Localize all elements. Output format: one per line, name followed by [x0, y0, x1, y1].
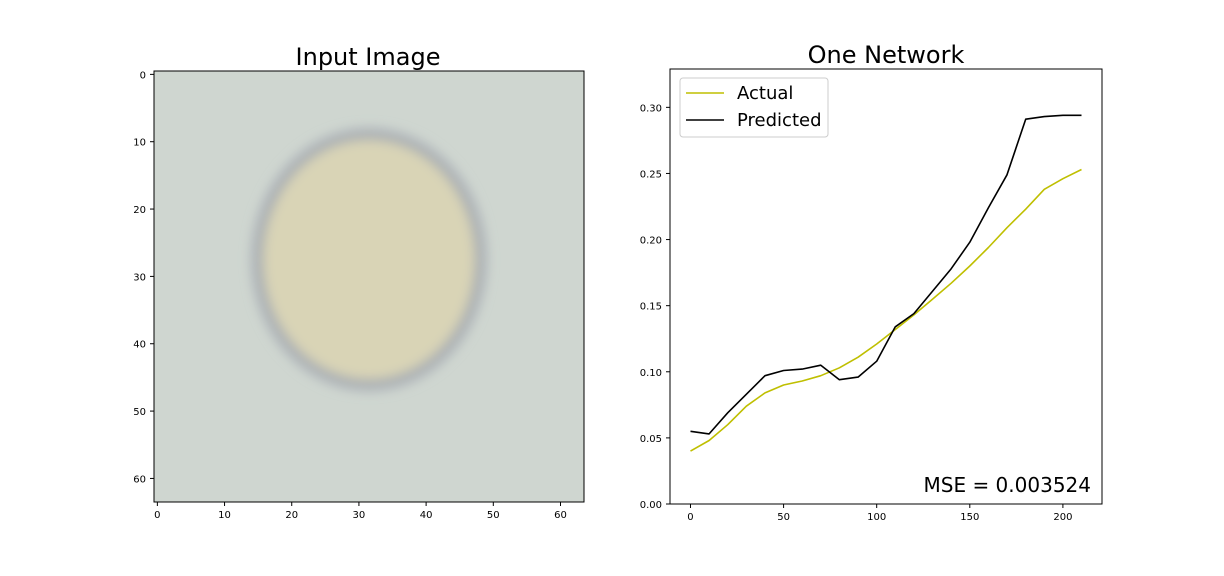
chart-series	[690, 114, 1082, 452]
chart-y-ticks: 0.00 0.05 0.10 0.15 0.20 0.25 0.30	[640, 103, 670, 511]
input-image-panel: Input Image 0 10 20 30 40 50 60 0 10 20 30 40 50 60	[133, 43, 585, 521]
chart-y-tick-label: 0.05	[640, 434, 662, 445]
image-x-tick-label: 20	[285, 510, 298, 521]
mse-annotation: MSE = 0.003524	[924, 473, 1092, 497]
image-x-tick-label: 10	[218, 510, 231, 521]
image-y-tick-label: 20	[133, 205, 146, 216]
chart-x-tick-label: 100	[867, 512, 886, 523]
chart-x-tick-label: 0	[687, 512, 693, 523]
image-x-ticks: 0 10 20 30 40 50 60	[154, 502, 567, 521]
series-line-predicted	[690, 114, 1082, 435]
chart-x-tick-label: 200	[1053, 512, 1072, 523]
line-chart-panel: One Network 0 50 100 150 200 0.00 0.05 0.10 0.1…	[640, 41, 1103, 523]
image-axes-frame	[153, 70, 585, 503]
chart-y-tick-label: 0.00	[640, 500, 662, 511]
image-y-tick-label: 40	[133, 340, 146, 351]
image-y-ticks: 0 10 20 30 40 50 60	[133, 70, 154, 485]
image-y-tick-label: 50	[133, 407, 146, 418]
image-x-tick-label: 50	[487, 510, 500, 521]
image-x-tick-label: 0	[154, 510, 160, 521]
image-y-tick-label: 0	[140, 70, 146, 81]
input-image-title: Input Image	[296, 43, 441, 71]
chart-x-tick-label: 150	[960, 512, 979, 523]
chart-legend: Actual Predicted	[679, 77, 829, 138]
chart-y-tick-label: 0.10	[640, 368, 662, 379]
chart-x-tick-label: 50	[777, 512, 790, 523]
chart-y-tick-label: 0.25	[640, 169, 662, 180]
image-x-tick-label: 30	[353, 510, 366, 521]
image-y-tick-label: 60	[133, 474, 146, 485]
image-x-tick-label: 60	[554, 510, 567, 521]
chart-title: One Network	[808, 41, 965, 69]
chart-axes-frame	[669, 68, 1103, 505]
chart-y-tick-label: 0.15	[640, 302, 662, 313]
image-x-tick-label: 40	[420, 510, 433, 521]
chart-y-tick-label: 0.30	[640, 103, 662, 114]
chart-y-tick-label: 0.20	[640, 236, 662, 247]
legend-label-actual: Actual	[737, 83, 793, 104]
image-y-tick-label: 30	[133, 272, 146, 283]
legend-label-predicted: Predicted	[737, 110, 822, 131]
image-y-tick-label: 10	[133, 138, 146, 149]
series-line-actual	[690, 168, 1082, 452]
image-object	[262, 138, 476, 381]
chart-x-ticks: 0 50 100 150 200	[687, 504, 1072, 523]
